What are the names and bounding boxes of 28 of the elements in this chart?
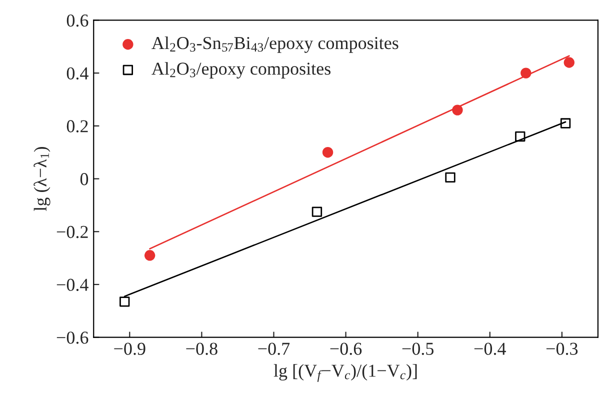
x-tick-label: −0.3 <box>546 342 578 355</box>
y-tick-label: 0 <box>80 173 88 186</box>
x-tick-label: −0.9 <box>114 342 146 355</box>
x-tick-label: −0.5 <box>402 342 434 355</box>
point <box>322 146 334 158</box>
point <box>564 57 574 68</box>
y-tick-label: −0.6 <box>56 332 88 344</box>
x-tick-label: −0.7 <box>258 342 290 355</box>
point <box>560 118 571 128</box>
y-tick-label: −0.2 <box>56 226 88 238</box>
point <box>120 296 130 307</box>
x-tick-label: −0.4 <box>474 342 506 355</box>
legend-label: Al$_{2}$O$_{3}$/epoxy composites <box>152 62 330 79</box>
x-tick-label: −0.6 <box>330 342 362 355</box>
y-tick-label: 0.2 <box>66 120 88 132</box>
y-tick-label: 0.4 <box>66 67 88 80</box>
y-axis-title: lg (λ−λ$_{1}$) <box>34 147 50 211</box>
point <box>312 206 322 217</box>
point <box>445 172 456 183</box>
x-axis-title: lg [(V$_{f}$−V$_{c}$)/(1−V$_{c}$)] <box>274 364 417 382</box>
point <box>452 104 463 116</box>
y-tick-label: 0.6 <box>66 14 88 27</box>
point <box>515 131 526 142</box>
text: Al$_{2}$O$_{3}$-Sn$_{57}$Bi$_{43}$/epoxy composites <box>152 36 398 53</box>
point <box>144 250 156 261</box>
x-tick-label: −0.8 <box>186 342 218 355</box>
point <box>520 68 532 78</box>
y-tick-label: −0.4 <box>56 278 88 292</box>
